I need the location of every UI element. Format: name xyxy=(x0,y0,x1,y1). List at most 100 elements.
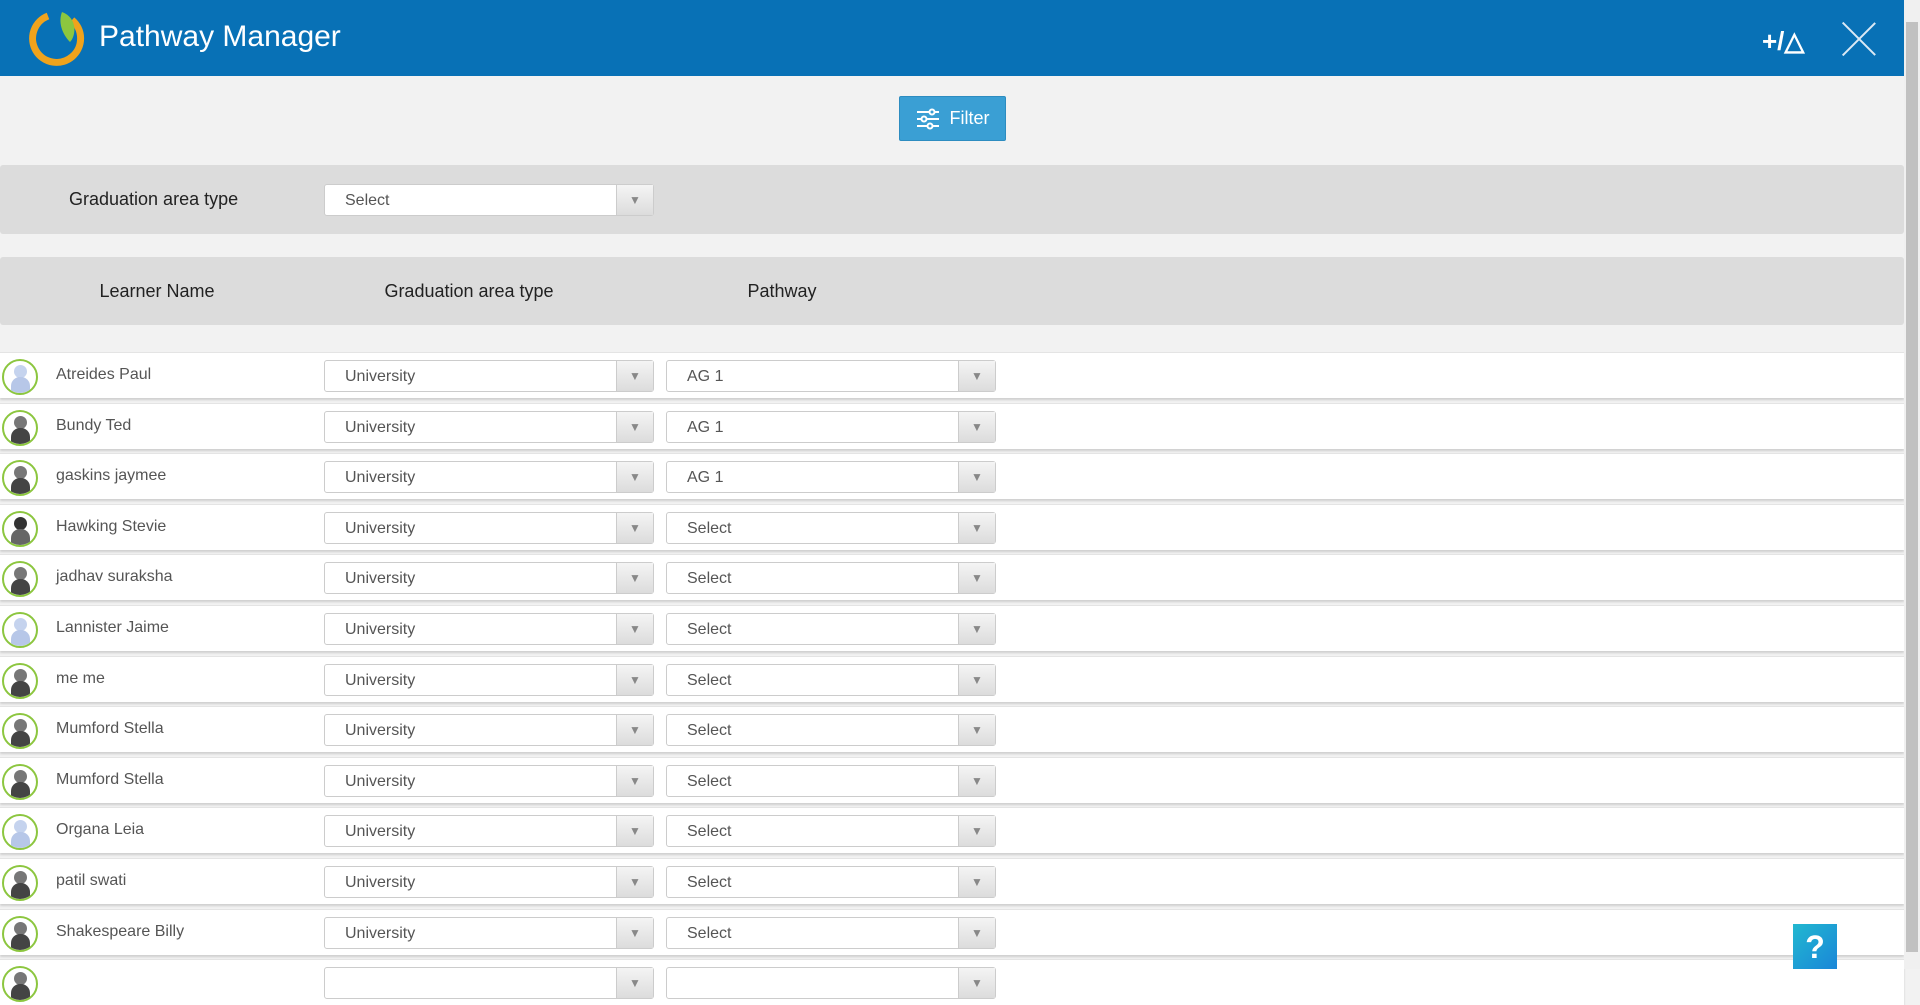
avatar xyxy=(2,561,38,598)
avatar xyxy=(2,460,38,497)
chevron-down-icon: ▼ xyxy=(958,867,995,897)
pathway-select[interactable]: AG 1 ▼ xyxy=(666,461,996,494)
column-header-grad-area: Graduation area type xyxy=(384,281,554,301)
chevron-down-icon: ▼ xyxy=(958,361,995,391)
table-row: Hawking Stevie University ▼ Select ▼ xyxy=(0,503,1904,550)
grad-area-select[interactable]: University ▼ xyxy=(324,613,654,645)
learner-name: Mumford Stella xyxy=(56,770,164,788)
avatar xyxy=(2,409,38,446)
grad-area-select[interactable]: University ▼ xyxy=(324,714,654,747)
grad-area-select[interactable]: University ▼ xyxy=(324,663,654,696)
chevron-down-icon: ▼ xyxy=(616,512,653,543)
pathway-select[interactable]: AG 1 ▼ xyxy=(666,360,996,392)
pathway-select[interactable]: ▼ xyxy=(666,967,996,1000)
select-value: Select xyxy=(687,772,732,790)
select-value: University xyxy=(345,722,416,740)
grad-area-select[interactable]: ▼ xyxy=(324,967,654,1000)
grad-area-select[interactable]: University ▼ xyxy=(324,511,654,544)
chevron-down-icon: ▼ xyxy=(958,968,995,999)
table-row: Bundy Ted University ▼ AG 1 ▼ xyxy=(0,402,1904,449)
chevron-down-icon: ▼ xyxy=(958,512,995,543)
filter-label-grad-area: Graduation area type xyxy=(69,189,239,209)
pathway-select[interactable]: Select ▼ xyxy=(666,613,996,645)
app-header: Pathway Manager +/△ xyxy=(0,0,1904,76)
column-header-learner: Learner Name xyxy=(99,281,215,301)
add-pathway-icon[interactable]: +/△ xyxy=(1762,26,1805,56)
avatar xyxy=(2,713,38,750)
pathway-select[interactable]: AG 1 ▼ xyxy=(666,410,996,443)
chevron-down-icon: ▼ xyxy=(958,664,995,695)
avatar xyxy=(2,966,38,1003)
pathway-select[interactable]: Select ▼ xyxy=(666,511,996,544)
pathway-select[interactable]: Select ▼ xyxy=(666,815,996,848)
pathway-select[interactable]: Select ▼ xyxy=(666,764,996,797)
grad-area-select[interactable]: University ▼ xyxy=(324,916,654,949)
grad-area-select[interactable]: University ▼ xyxy=(324,764,654,797)
select-value: University xyxy=(345,570,416,588)
chevron-down-icon: ▼ xyxy=(958,411,995,442)
pathway-select[interactable]: Select ▼ xyxy=(666,714,996,747)
chevron-down-icon: ▼ xyxy=(958,462,995,493)
grad-area-select[interactable]: University ▼ xyxy=(324,360,654,392)
select-value: Select xyxy=(687,519,732,537)
close-icon[interactable] xyxy=(1842,22,1876,56)
learner-name: Shakespeare Billy xyxy=(56,922,185,940)
chevron-down-icon: ▼ xyxy=(616,715,653,746)
select-value: AG 1 xyxy=(687,418,724,436)
scrollbar[interactable] xyxy=(1904,0,1920,969)
pathway-select[interactable]: Select ▼ xyxy=(666,663,996,696)
app-logo xyxy=(29,12,85,66)
avatar xyxy=(2,662,38,699)
select-value: University xyxy=(345,621,416,638)
grad-area-select[interactable]: University ▼ xyxy=(324,562,654,595)
select-value: University xyxy=(345,772,416,790)
chevron-down-icon: ▼ xyxy=(616,917,653,948)
select-value: University xyxy=(345,519,416,537)
table-row: Organa Leia University ▼ Select ▼ xyxy=(0,807,1904,854)
chevron-down-icon: ▼ xyxy=(616,185,653,215)
select-value: Select xyxy=(687,621,732,638)
learner-name: Organa Leia xyxy=(56,821,145,839)
chevron-down-icon: ▼ xyxy=(616,361,653,391)
chevron-down-icon: ▼ xyxy=(616,867,653,897)
grad-area-select[interactable]: University ▼ xyxy=(324,410,654,443)
table-row: Mumford Stella University ▼ Select ▼ xyxy=(0,756,1904,803)
grad-area-filter-select[interactable]: Select ▼ xyxy=(324,184,654,216)
select-value: Select xyxy=(687,924,732,942)
chevron-down-icon: ▼ xyxy=(616,968,653,999)
filter-label: Filter xyxy=(949,108,990,128)
select-value: University xyxy=(345,924,416,942)
avatar xyxy=(2,865,38,901)
pathway-select[interactable]: Select ▼ xyxy=(666,866,996,898)
grad-area-select[interactable]: University ▼ xyxy=(324,461,654,494)
select-value: Select xyxy=(345,192,390,209)
table-row: Lannister Jaime University ▼ Select ▼ xyxy=(0,605,1904,651)
chevron-down-icon: ▼ xyxy=(616,614,653,644)
learner-name: Lannister Jaime xyxy=(56,619,169,636)
table-row: gaskins jaymee University ▼ AG 1 ▼ xyxy=(0,453,1904,500)
sliders-icon xyxy=(916,108,939,129)
select-value: AG 1 xyxy=(687,368,724,385)
select-value: Select xyxy=(687,570,732,588)
table-row: patil swati University ▼ Select ▼ xyxy=(0,858,1904,904)
select-value: University xyxy=(345,874,416,891)
filter-button[interactable]: Filter xyxy=(899,96,1006,141)
grad-area-select[interactable]: University ▼ xyxy=(324,866,654,898)
table-row: Mumford Stella University ▼ Select ▼ xyxy=(0,706,1904,753)
pathway-select[interactable]: Select ▼ xyxy=(666,916,996,949)
chevron-down-icon: ▼ xyxy=(958,563,995,594)
page-title: Pathway Manager xyxy=(99,20,341,53)
table-header: Learner Name Graduation area type Pathwa… xyxy=(0,257,1904,325)
avatar xyxy=(2,612,38,648)
grad-area-select[interactable]: University ▼ xyxy=(324,815,654,848)
chevron-down-icon: ▼ xyxy=(958,715,995,746)
pathway-select[interactable]: Select ▼ xyxy=(666,562,996,595)
help-button[interactable]: ? xyxy=(1793,924,1837,969)
learner-name: jadhav suraksha xyxy=(56,568,173,586)
learner-name: Hawking Stevie xyxy=(56,517,167,535)
chevron-down-icon: ▼ xyxy=(958,765,995,796)
filter-panel: Graduation area type Select ▼ xyxy=(0,165,1904,234)
table-row: jadhav suraksha University ▼ Select ▼ xyxy=(0,554,1904,601)
select-value: AG 1 xyxy=(687,469,724,487)
scrollbar-thumb[interactable] xyxy=(1906,22,1918,952)
